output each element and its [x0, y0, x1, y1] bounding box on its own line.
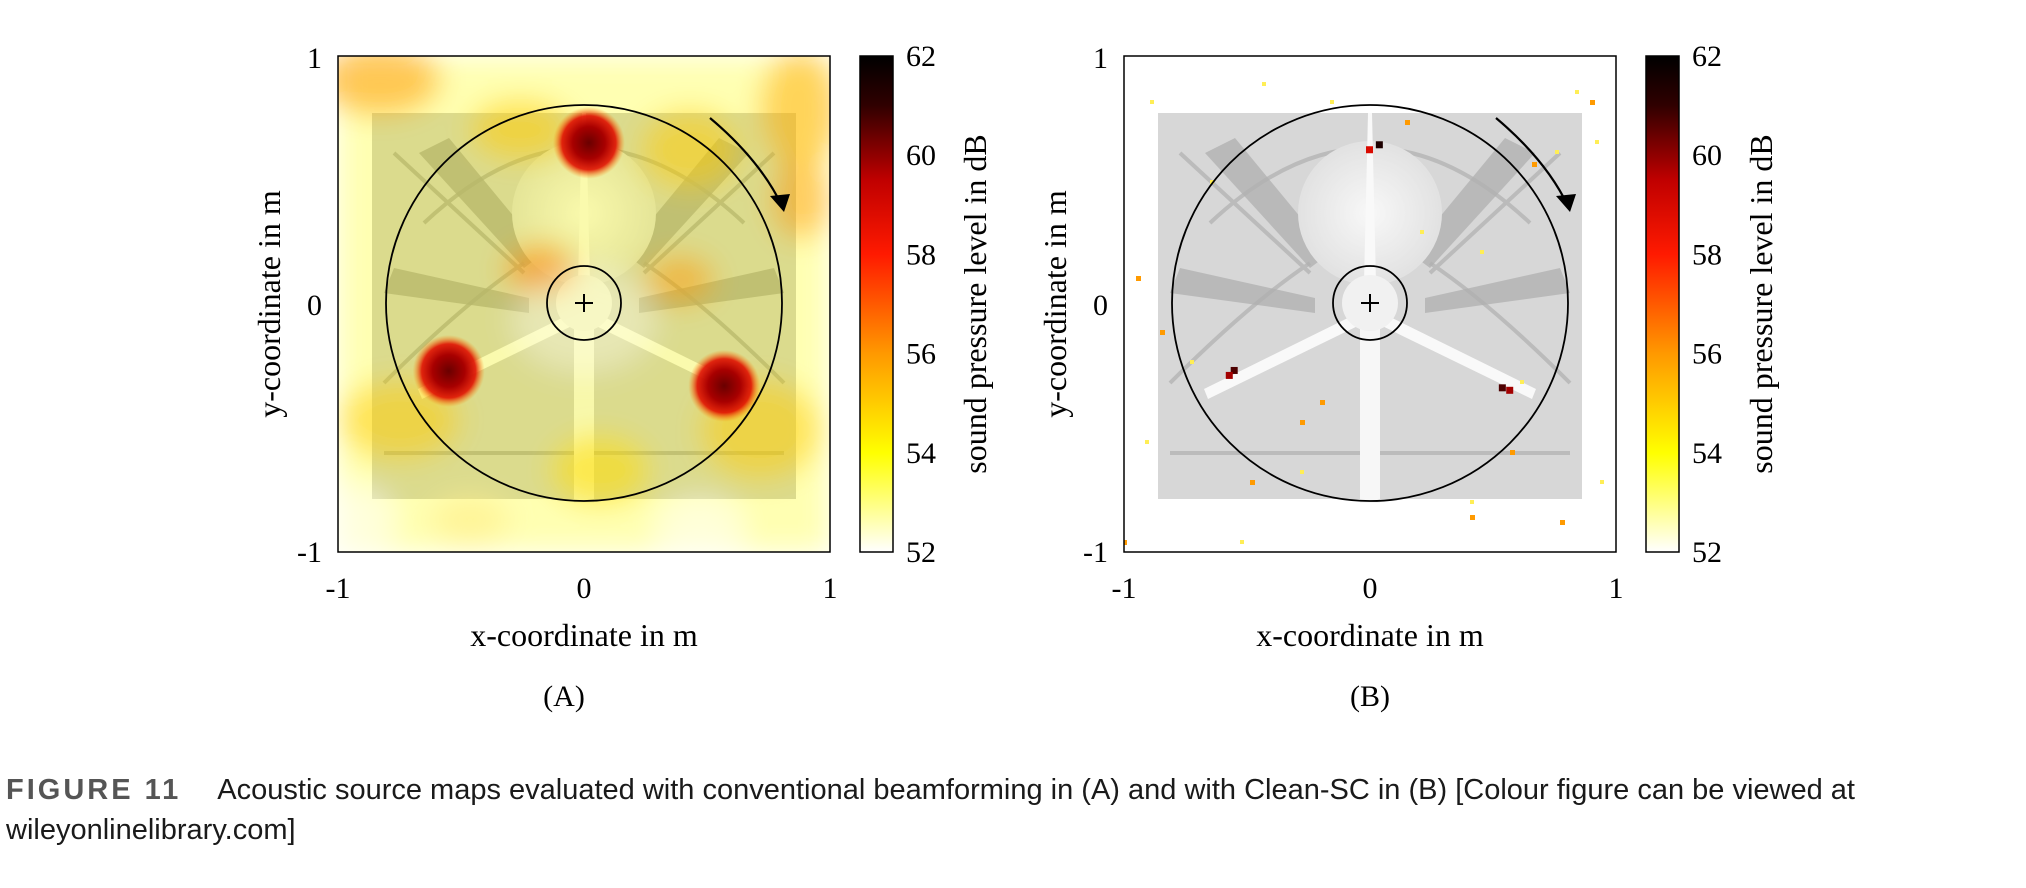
figure-caption-text: Acoustic source maps evaluated with conv…	[6, 774, 1855, 846]
panel-b-clean-sc: -1 0 1 1 0 -1 x-coordinate in m y-coordi…	[1037, 40, 1779, 713]
y-tick-label: 0	[1093, 289, 1108, 322]
x-tick-label: 1	[1609, 572, 1624, 605]
panel-b-yticks: 1 0 -1	[1083, 42, 1108, 569]
y-tick-label: -1	[297, 536, 322, 569]
panel-b-axes-frame	[1123, 55, 1617, 553]
colorbar-tick-label: 62	[906, 40, 936, 73]
colorbar-tick-label: 54	[1692, 437, 1722, 470]
panel-a-sources	[412, 106, 761, 422]
figure-label: FIGURE 11	[6, 774, 182, 806]
y-tick-label: -1	[1083, 536, 1108, 569]
y-tick-label: 1	[1093, 42, 1108, 75]
colorbar-tick-label: 60	[1692, 139, 1722, 172]
source-blob	[688, 349, 761, 422]
source-point	[1230, 366, 1238, 374]
x-tick-label: 0	[1363, 572, 1378, 605]
panel-a-rotation-arrow-icon	[709, 117, 790, 212]
panel-a-conventional-beamforming: -1 0 1 1 0 -1 x-coordinate in m y-coordi…	[251, 40, 993, 713]
panel-a-x-axis-label: x-coordinate in m	[470, 617, 698, 653]
y-tick-label: 0	[307, 289, 322, 322]
panel-b-x-axis-label: x-coordinate in m	[1256, 617, 1484, 653]
panel-b-sources	[1225, 141, 1514, 394]
clean-sc-low-level-dots	[1145, 82, 1604, 544]
panel-b-colorbar-label: sound pressure level in dB	[1743, 134, 1779, 474]
panel-b-rotor-circle	[1171, 104, 1569, 502]
x-tick-label: 0	[577, 572, 592, 605]
source-blob	[552, 106, 625, 179]
x-tick-label: -1	[326, 572, 351, 605]
panel-b-hub-circle	[1332, 265, 1408, 341]
colorbar-tick-label: 58	[906, 238, 936, 271]
panel-a-hub-circle	[546, 265, 622, 341]
panel-a-xticks: -1 0 1	[326, 572, 838, 605]
panel-b-y-axis-label: y-coordinate in m	[1037, 190, 1073, 418]
panel-b-xticks: -1 0 1	[1112, 572, 1624, 605]
clean-sc-mid-level-dots	[1124, 100, 1595, 545]
source-point	[1498, 384, 1506, 392]
panel-b-colorbar	[1645, 55, 1680, 553]
source-blob	[412, 334, 485, 407]
source-point	[1366, 146, 1373, 154]
y-tick-label: 1	[307, 42, 322, 75]
colorbar-tick-label: 62	[1692, 40, 1722, 73]
panel-a-y-axis-label: y-coordinate in m	[251, 190, 287, 418]
figure-caption: FIGURE 11 Acoustic source maps evaluated …	[6, 770, 2016, 850]
colorbar-tick-label: 60	[906, 139, 936, 172]
panel-a-plot-area	[338, 56, 830, 552]
colorbar-tick-label: 56	[906, 338, 936, 371]
source-point	[1506, 386, 1514, 394]
colorbar-tick-label: 58	[1692, 238, 1722, 271]
panel-b-colorbar-ticks: 62 60 58 56 54 52	[1692, 40, 1722, 569]
panel-a-colorbar-label: sound pressure level in dB	[957, 134, 993, 474]
source-point	[1225, 371, 1233, 379]
colorbar-tick-label: 56	[1692, 338, 1722, 371]
colorbar-tick-label: 54	[906, 437, 936, 470]
colorbar-tick-label: 52	[906, 536, 936, 569]
x-tick-label: 1	[823, 572, 838, 605]
panel-a-rotor-circle	[385, 104, 783, 502]
panel-a-colorbar	[859, 55, 894, 553]
panel-a-axes-frame	[337, 55, 831, 553]
colorbar-tick-label: 52	[1692, 536, 1722, 569]
source-point	[1375, 141, 1383, 149]
panel-a-colorbar-ticks: 62 60 58 56 54 52	[906, 40, 936, 569]
panel-b-center-cross-icon	[1361, 294, 1379, 312]
panel-a-center-cross-icon	[575, 294, 593, 312]
x-tick-label: -1	[1112, 572, 1137, 605]
panel-b-label: (B)	[1350, 680, 1390, 713]
panel-a-label: (A)	[543, 680, 585, 713]
panel-a-yticks: 1 0 -1	[297, 42, 322, 569]
panel-b-rotation-arrow-icon	[1495, 117, 1576, 212]
source-map-figure: -1 0 1 1 0 -1 x-coordinate in m y-coordi…	[251, 40, 1779, 713]
